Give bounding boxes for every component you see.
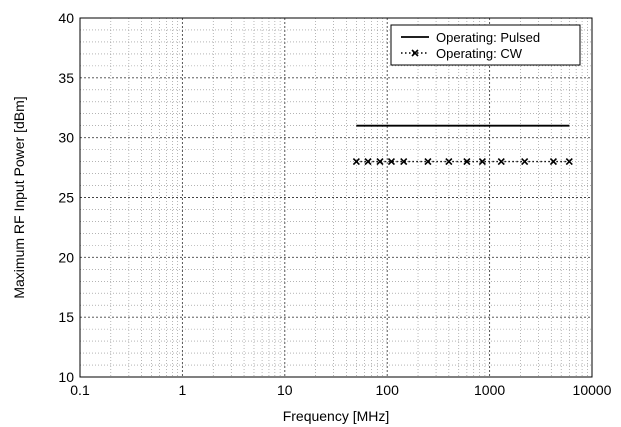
legend-label: Operating: Pulsed	[436, 30, 540, 45]
x-tick-label: 0.1	[70, 382, 90, 398]
x-tick-label: 1	[179, 382, 187, 398]
y-axis-label: Maximum RF Input Power [dBm]	[11, 96, 27, 298]
plot-frame	[79, 17, 593, 378]
y-tick-label: 10	[58, 369, 74, 385]
x-axis-label: Frequency [MHz]	[283, 408, 390, 424]
legend-swatch	[401, 49, 429, 57]
data-point	[352, 158, 360, 166]
y-tick-label: 15	[58, 309, 74, 325]
x-tick-label: 10	[277, 382, 293, 398]
grid	[80, 18, 592, 377]
data-point	[364, 158, 372, 166]
data-point	[478, 158, 486, 166]
y-tick-label: 25	[58, 190, 74, 206]
y-tick-label: 30	[58, 130, 74, 146]
data-point	[521, 158, 529, 166]
data-point	[387, 158, 396, 166]
data-point	[445, 158, 453, 166]
legend-label: Operating: CW	[436, 46, 523, 61]
y-tick-label: 20	[58, 249, 74, 265]
data-point	[549, 158, 557, 166]
data-point	[497, 158, 505, 166]
x-tick-label: 1000	[474, 382, 505, 398]
data-point	[565, 158, 573, 166]
x-tick-labels: 0.1 1 10 100 1000 10000	[70, 382, 611, 398]
data-point	[400, 158, 408, 166]
y-tick-label: 40	[58, 10, 74, 26]
legend-box	[390, 24, 581, 66]
data-point	[376, 158, 384, 166]
x-tick-label: 100	[376, 382, 400, 398]
data-point	[424, 158, 432, 166]
data-point	[463, 158, 471, 166]
series-layer	[352, 124, 573, 166]
x-tick-label: 10000	[573, 382, 612, 398]
y-tick-label: 35	[58, 70, 74, 86]
y-tick-labels: 10 15 20 25 30 35 40	[58, 10, 74, 385]
